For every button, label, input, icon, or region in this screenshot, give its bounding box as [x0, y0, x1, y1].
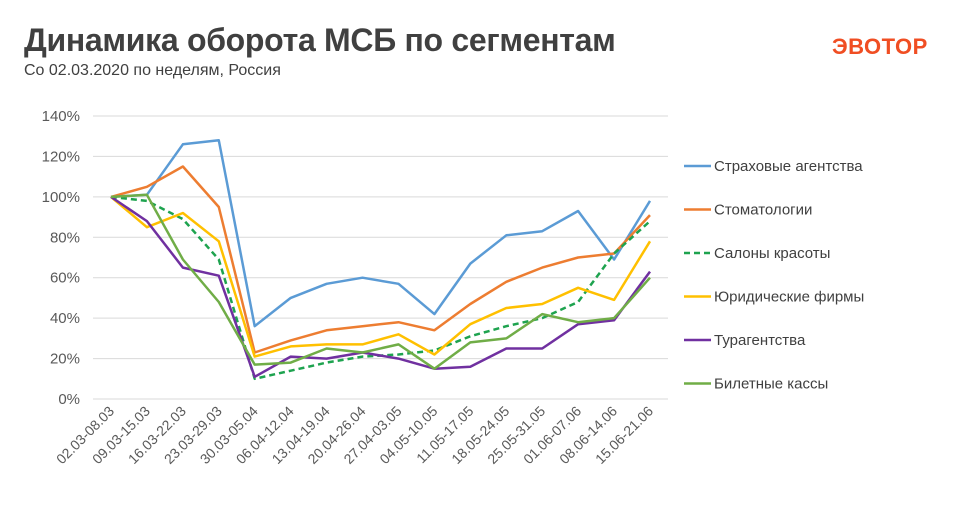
- series-line: [110, 139, 652, 328]
- y-axis: 0% 20% 40% 60% 80% 100% 120% 140%: [42, 108, 80, 408]
- series-line: [110, 195, 651, 381]
- page-subtitle: Со 02.03.2020 по неделям, Россия: [24, 62, 281, 79]
- chart-series: [110, 139, 652, 381]
- legend-label: Турагентства: [714, 332, 806, 349]
- x-axis: 02.03-08.0309.03-15.0316.03-22.0323.03-2…: [53, 403, 656, 467]
- legend-label: Страховые агентства: [714, 158, 863, 175]
- legend-label: Юридические фирмы: [714, 289, 864, 306]
- evotor-logo: ЭВОТОР: [832, 34, 928, 59]
- y-tick-label: 60%: [50, 270, 80, 287]
- y-tick-label: 20%: [50, 351, 80, 368]
- page-title: Динамика оборота МСБ по сегментам: [24, 22, 616, 58]
- series-line: [110, 165, 651, 354]
- y-tick-label: 140%: [42, 108, 80, 125]
- y-tick-label: 80%: [50, 229, 80, 246]
- legend-label: Билетные кассы: [714, 376, 828, 393]
- series-line: [110, 195, 652, 358]
- legend-label: Салоны красоты: [714, 245, 830, 262]
- y-tick-label: 0%: [58, 391, 80, 408]
- legend-label: Стоматологии: [714, 202, 812, 219]
- y-tick-label: 120%: [42, 148, 80, 165]
- series-line: [110, 193, 651, 370]
- y-tick-label: 100%: [42, 189, 80, 206]
- y-tick-label: 40%: [50, 310, 80, 327]
- series-line: [110, 195, 652, 379]
- chart-gridlines: [93, 115, 668, 400]
- chart-legend: Страховые агентства Стоматологии Салоны кр…: [684, 158, 864, 393]
